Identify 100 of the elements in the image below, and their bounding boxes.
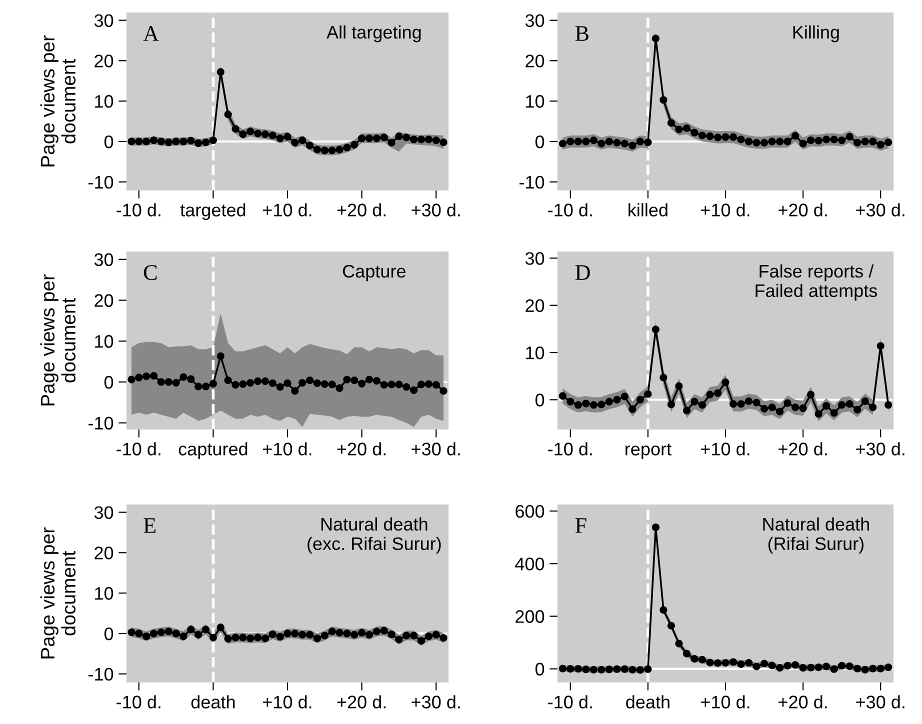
point xyxy=(142,138,150,146)
point xyxy=(246,634,254,642)
point xyxy=(590,136,598,144)
annotation: F xyxy=(575,518,586,533)
point xyxy=(388,380,396,388)
point xyxy=(830,136,838,144)
point xyxy=(239,380,247,388)
point xyxy=(320,632,328,640)
point xyxy=(822,402,830,410)
point xyxy=(737,400,745,408)
point xyxy=(410,386,418,394)
point xyxy=(690,398,698,406)
point xyxy=(246,378,254,387)
point xyxy=(729,658,738,666)
point xyxy=(861,138,869,146)
point xyxy=(620,392,629,400)
point xyxy=(365,134,374,142)
point xyxy=(417,136,426,144)
text: Natural death (Rifai Surur) xyxy=(763,517,869,554)
text: Capture xyxy=(342,264,406,282)
x-tick-label: +30 d. xyxy=(856,203,904,216)
point xyxy=(440,387,448,395)
point xyxy=(440,634,448,642)
x-tick-label: +20 d. xyxy=(778,695,827,708)
point xyxy=(698,656,706,664)
x-tick-label: -10 d. xyxy=(116,695,160,708)
point xyxy=(636,666,644,674)
point xyxy=(232,381,240,389)
point xyxy=(869,403,877,412)
point xyxy=(180,138,188,146)
point xyxy=(869,664,877,672)
point xyxy=(784,662,792,670)
point xyxy=(268,132,276,140)
point xyxy=(432,630,440,639)
annotation: B xyxy=(575,26,588,41)
point xyxy=(814,136,822,145)
point xyxy=(284,379,292,388)
point xyxy=(432,136,440,144)
point xyxy=(830,409,838,417)
point xyxy=(209,634,218,642)
point xyxy=(395,132,403,140)
y-tick-label: 10 xyxy=(526,346,544,360)
point xyxy=(358,628,366,637)
point xyxy=(558,664,566,672)
point xyxy=(291,138,299,147)
y-tick-label: 30 xyxy=(94,506,114,519)
point xyxy=(150,630,158,638)
point xyxy=(652,34,660,42)
point xyxy=(613,396,621,404)
point xyxy=(336,146,344,154)
y-tick-label: 0 xyxy=(104,376,114,389)
point xyxy=(343,376,351,384)
point xyxy=(636,396,644,404)
point xyxy=(838,401,846,409)
point xyxy=(284,132,292,140)
point xyxy=(838,136,846,144)
point xyxy=(628,405,636,413)
annotation: A xyxy=(143,26,159,41)
point xyxy=(410,632,418,640)
x-tick-label: +20 d. xyxy=(337,695,386,708)
point xyxy=(574,665,582,673)
point xyxy=(698,401,706,409)
y-tick-label: 0 xyxy=(104,135,114,148)
point xyxy=(574,401,582,409)
point xyxy=(135,138,143,146)
point xyxy=(876,664,884,672)
point xyxy=(172,138,180,146)
point xyxy=(298,136,306,144)
x-tick-label: +30 d. xyxy=(856,695,904,708)
point xyxy=(320,380,328,388)
annotation: D xyxy=(575,265,590,280)
y-tick-label: 20 xyxy=(94,546,114,560)
point xyxy=(306,142,314,150)
point xyxy=(628,142,636,150)
point xyxy=(558,392,566,400)
point xyxy=(180,632,188,640)
point xyxy=(876,140,884,149)
point xyxy=(675,382,683,390)
point xyxy=(328,380,336,388)
y-tick-label: 0 xyxy=(535,662,544,676)
point xyxy=(776,138,784,146)
x-tick-label: +10 d. xyxy=(701,203,750,216)
point xyxy=(150,136,158,144)
point xyxy=(313,146,322,154)
point xyxy=(806,136,815,144)
point xyxy=(776,664,784,672)
point xyxy=(652,524,660,532)
point xyxy=(791,403,800,412)
y-axis-title: Page views per document xyxy=(40,274,76,406)
point xyxy=(261,634,270,642)
point xyxy=(380,134,388,142)
y-tick-label: -10 xyxy=(88,668,114,681)
point xyxy=(806,390,815,398)
point xyxy=(372,134,380,142)
point xyxy=(737,660,745,668)
point xyxy=(142,372,150,380)
point xyxy=(380,626,388,634)
point xyxy=(752,662,760,670)
point xyxy=(729,400,738,408)
point xyxy=(194,139,202,147)
